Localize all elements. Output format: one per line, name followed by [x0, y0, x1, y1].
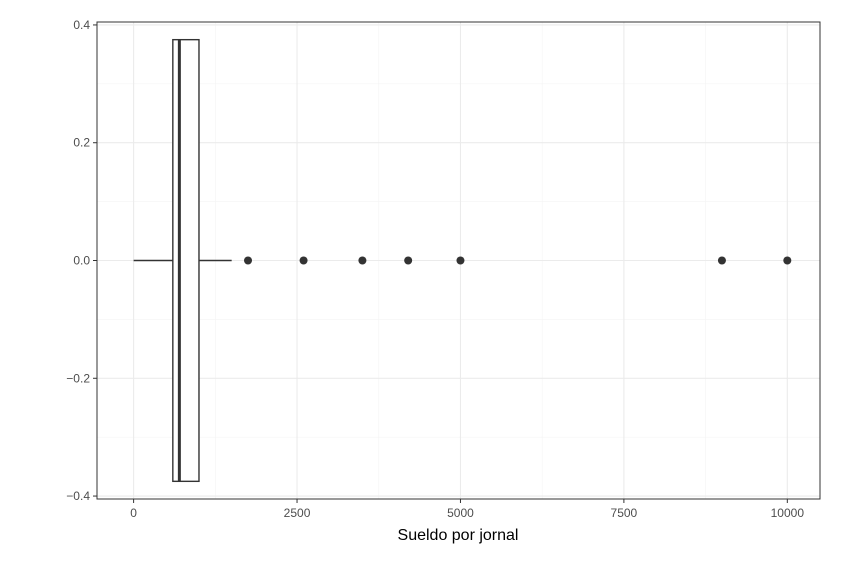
y-tick-label: 0.2 [73, 136, 90, 150]
y-tick-label: −0.4 [66, 489, 90, 503]
x-tick-label: 7500 [611, 506, 638, 520]
outlier-point [244, 256, 253, 265]
interquartile-box [172, 38, 200, 483]
x-axis: 0 2500 5000 7500 10000 [130, 499, 804, 520]
grid-minor [97, 22, 820, 499]
outlier-point [299, 256, 308, 265]
y-tick-label: 0.0 [73, 254, 90, 268]
outlier-point [456, 256, 465, 265]
boxplot [133, 38, 232, 483]
outlier-point [404, 256, 413, 265]
x-tick-label: 5000 [447, 506, 474, 520]
x-tick-label: 2500 [284, 506, 311, 520]
outlier-point [717, 256, 726, 265]
y-tick-label: −0.2 [66, 371, 90, 385]
x-axis-title: Sueldo por jornal [398, 527, 519, 544]
x-tick-label: 10000 [771, 506, 805, 520]
outlier-points [244, 256, 792, 265]
x-tick-label: 0 [130, 506, 137, 520]
outlier-point [358, 256, 367, 265]
outlier-point [783, 256, 792, 265]
y-tick-label: 0.4 [73, 18, 90, 32]
y-axis: 0.4 0.2 0.0 −0.2 −0.4 [66, 18, 97, 503]
